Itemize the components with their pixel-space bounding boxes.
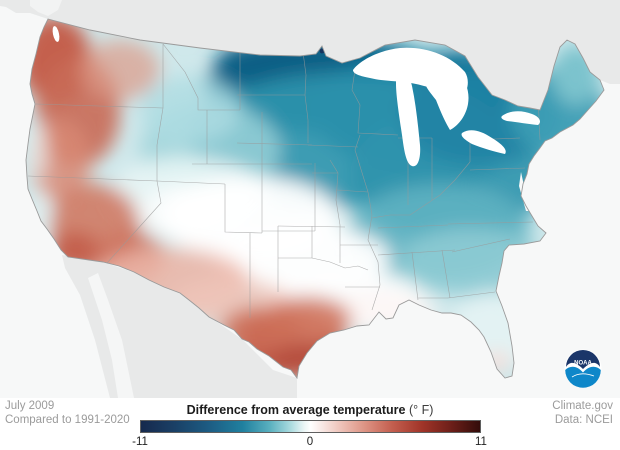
us-temperature-anomaly-map: NOAA [0, 0, 620, 398]
map-credit-block: Climate.gov Data: NCEI [552, 399, 613, 427]
noaa-logo-text: NOAA [574, 361, 592, 367]
state-borders [27, 43, 541, 318]
legend-unit: (° F) [408, 403, 434, 417]
legend-mid-label: 0 [306, 436, 314, 448]
great-lakes [353, 47, 540, 167]
lake-huron [424, 70, 469, 130]
credit-data-source: Data: NCEI [554, 414, 613, 426]
vancouver-island [30, 0, 62, 16]
credit-site: Climate.gov [552, 400, 613, 412]
map-date-block: July 2009 Compared to 1991-2020 [5, 399, 130, 427]
legend-title-text: Difference from average temperature [186, 403, 406, 417]
canada-landmass [0, 0, 620, 110]
gulf-of-california [88, 273, 134, 398]
map-date: July 2009 [5, 400, 55, 412]
chesapeake-bay [519, 172, 531, 211]
noaa-logo-top [566, 350, 600, 369]
legend-title: Difference from average temperature (° F… [0, 403, 620, 417]
lake-erie [461, 130, 506, 154]
map-baseline: Compared to 1991-2020 [5, 414, 130, 426]
noaa-logo: NOAA [564, 349, 602, 388]
us-outline [25, 18, 605, 380]
legend-min-label: -11 [132, 436, 148, 448]
legend-max-label: 11 [475, 436, 487, 448]
noaa-logo-wave [565, 366, 601, 388]
lake-michigan [396, 76, 421, 167]
lake-ontario [501, 111, 540, 125]
legend-colorbar [140, 420, 481, 433]
puget-sound [52, 26, 60, 42]
noaa-gull-icon [571, 373, 595, 378]
